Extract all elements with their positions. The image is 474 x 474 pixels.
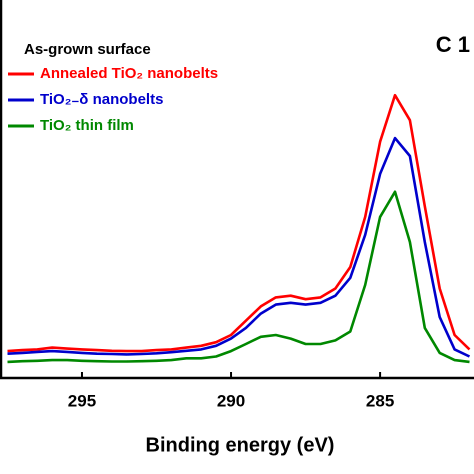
legend-title: As-grown surface bbox=[24, 41, 151, 58]
x-tick-label: 290 bbox=[217, 391, 245, 410]
data-line bbox=[7, 93, 471, 353]
data-line bbox=[7, 190, 470, 364]
x-tick-label: 295 bbox=[68, 391, 96, 410]
x-tick-label: 285 bbox=[366, 391, 394, 410]
legend-label: Annealed TiO₂ nanobelts bbox=[40, 65, 218, 82]
legend-label: TiO₂ thin film bbox=[40, 117, 134, 134]
legend-label: TiO₂₋δ nanobelts bbox=[40, 91, 163, 108]
x-axis-label: Binding energy (eV) bbox=[146, 434, 335, 456]
data-line bbox=[7, 136, 471, 358]
chart-title: C 1 bbox=[436, 32, 470, 57]
